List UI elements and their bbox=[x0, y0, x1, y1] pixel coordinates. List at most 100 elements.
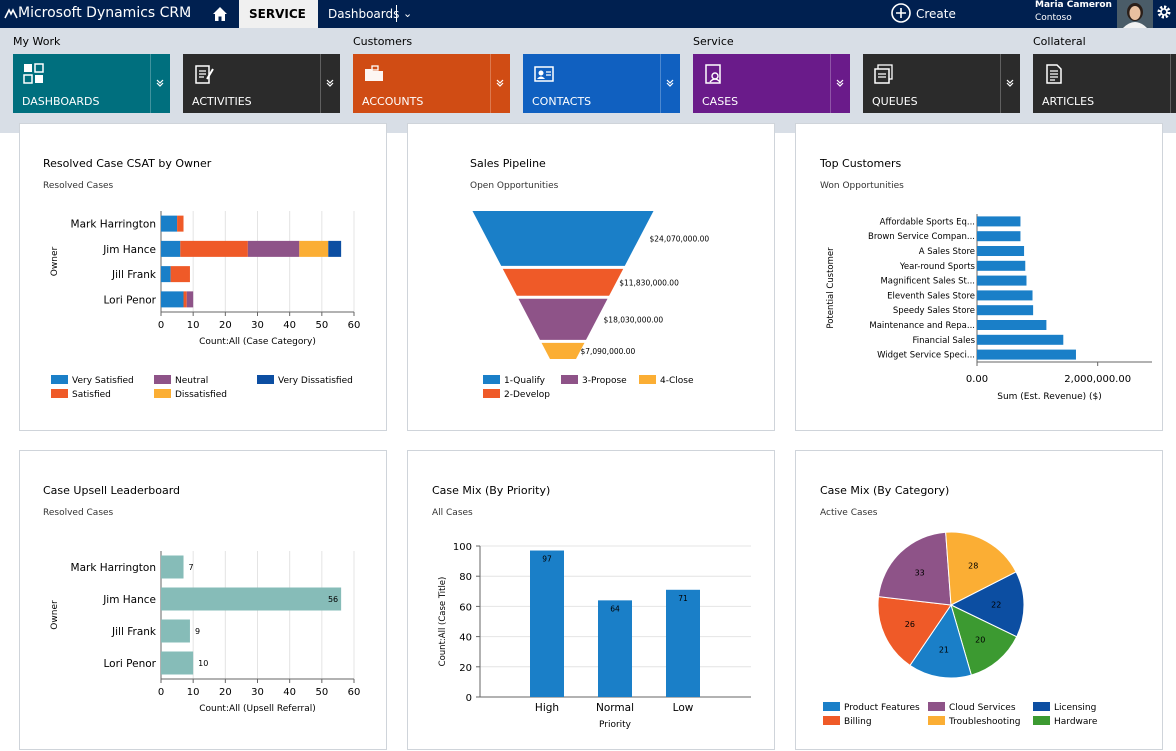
avatar[interactable] bbox=[1117, 0, 1153, 28]
app-name[interactable]: Microsoft Dynamics CRM bbox=[18, 5, 192, 21]
tile-expand-chevron[interactable] bbox=[320, 54, 340, 113]
y-axis-title: Owner bbox=[50, 247, 60, 277]
chart-upsell-leaderboard[interactable]: 0 10 20 30 40 50 60 Mark Harrington 7 Jim Hance 56… bbox=[20, 451, 388, 751]
x-tick-label: 50 bbox=[315, 687, 328, 698]
pie-slice bbox=[945, 531, 1017, 606]
bar bbox=[161, 619, 190, 643]
x-axis-title: Priority bbox=[599, 720, 632, 730]
bar bbox=[977, 334, 1064, 345]
tile-activities[interactable]: ACTIVITIES bbox=[183, 54, 340, 113]
panel-sales-pipeline: $24,070,000.00 $11,830,000.00 $18,030,000.… bbox=[407, 123, 775, 431]
bar bbox=[977, 320, 1047, 330]
bar-segment bbox=[161, 291, 184, 308]
tile-expand-chevron[interactable] bbox=[490, 54, 510, 113]
legend-label: Neutral bbox=[175, 376, 208, 386]
tile-cases[interactable]: CASES bbox=[693, 54, 850, 113]
queue-stack-icon bbox=[874, 64, 893, 84]
x-tick-label: 0 bbox=[158, 320, 164, 331]
bar-segment bbox=[328, 240, 342, 257]
chart-csat-by-owner[interactable]: 0 10 20 30 40 50 60 Mark Harrington Jim Hance Jil… bbox=[20, 124, 388, 432]
legend-swatch bbox=[257, 375, 274, 384]
tile-articles[interactable]: ARTICLES bbox=[1033, 54, 1176, 113]
bar bbox=[977, 305, 1034, 316]
area-service-menu[interactable]: SERVICE ⌄ bbox=[239, 0, 318, 35]
home-icon[interactable] bbox=[210, 4, 230, 24]
nav-dashboards[interactable]: Dashboards bbox=[328, 7, 400, 21]
gear-icon[interactable] bbox=[1156, 4, 1172, 20]
legend-label: Licensing bbox=[1054, 703, 1096, 713]
x-axis-title: Count:All (Case Category) bbox=[199, 337, 316, 347]
chart-sales-pipeline[interactable]: $24,070,000.00 $11,830,000.00 $18,030,000.… bbox=[408, 124, 776, 432]
tile-expand-chevron[interactable] bbox=[660, 54, 680, 113]
legend-label: 1-Qualify bbox=[504, 376, 546, 386]
y-category-label: A Sales Store bbox=[919, 247, 975, 257]
pie-value-label: 28 bbox=[968, 562, 978, 571]
panel-upsell-leaderboard: 0 10 20 30 40 50 60 Mark Harrington 7 Jim Hance 56… bbox=[19, 450, 387, 750]
dynamics-logo-icon bbox=[4, 8, 18, 19]
legend-label: Troubleshooting bbox=[948, 717, 1021, 727]
bar bbox=[977, 260, 1026, 271]
legend-swatch bbox=[483, 375, 500, 384]
y-category-label: Maintenance and Repa... bbox=[869, 321, 975, 331]
bar-segment bbox=[161, 215, 178, 232]
legend-label: 4-Close bbox=[660, 376, 694, 386]
tile-queues[interactable]: QUEUES bbox=[863, 54, 1020, 113]
tile-accounts[interactable]: ACCOUNTS bbox=[353, 54, 510, 113]
tile-dashboards[interactable]: DASHBOARDS bbox=[13, 54, 170, 113]
bar bbox=[161, 555, 184, 579]
group-collateral: Collateral bbox=[1033, 35, 1086, 48]
chart-case-mix-category[interactable]: 22 20 21 26 33 28 Product Features Cloud Servic… bbox=[796, 451, 1164, 751]
legend-swatch bbox=[823, 716, 840, 725]
create-button[interactable]: Create bbox=[916, 7, 956, 21]
tile-expand-chevron[interactable] bbox=[1000, 54, 1020, 113]
bar-segment bbox=[247, 240, 300, 257]
chart-title: Case Upsell Leaderboard bbox=[43, 484, 181, 497]
bar-segment bbox=[183, 291, 187, 308]
y-axis-title: Count:All (Case Title) bbox=[438, 577, 448, 667]
app-menu-chevron-icon[interactable]: ⌄ bbox=[183, 7, 193, 20]
bar bbox=[977, 290, 1033, 301]
x-tick-label: 40 bbox=[283, 687, 296, 698]
legend-swatch bbox=[928, 702, 945, 711]
tile-label: DASHBOARDS bbox=[22, 95, 100, 108]
group-my-work: My Work bbox=[13, 35, 61, 48]
plus-circle-icon[interactable] bbox=[890, 2, 912, 24]
x-tick-label: 10 bbox=[187, 320, 200, 331]
legend-label: Satisfied bbox=[72, 390, 111, 400]
x-tick-label: 2,000,000.00 bbox=[1064, 374, 1131, 385]
tile-label: ACTIVITIES bbox=[192, 95, 252, 108]
y-axis-title: Owner bbox=[50, 600, 60, 630]
y-axis-title: Potential Customer bbox=[826, 247, 836, 329]
dashboards-chevron-icon[interactable]: ⌄ bbox=[403, 7, 413, 20]
y-category-label: Jim Hance bbox=[102, 244, 156, 256]
y-tick-label: 100 bbox=[453, 542, 472, 553]
tile-label: QUEUES bbox=[872, 95, 918, 108]
x-tick-label: 20 bbox=[219, 687, 232, 698]
y-category-label: Lori Penor bbox=[104, 294, 157, 306]
area-label: SERVICE bbox=[249, 7, 306, 21]
y-category-label: Speedy Sales Store bbox=[893, 306, 975, 316]
bar bbox=[161, 651, 194, 675]
dashboard-icon bbox=[23, 63, 44, 84]
chart-top-customers[interactable]: 0.00 2,000,000.00 Affordable Sports Eq... B… bbox=[796, 124, 1164, 432]
chart-case-mix-priority[interactable]: 0 20 40 60 80 100 97 High 64 Normal 71 Low Priority C… bbox=[408, 451, 776, 751]
funnel-segment bbox=[502, 268, 624, 296]
chart-subtitle: Resolved Cases bbox=[43, 508, 114, 518]
x-tick-label: 10 bbox=[187, 687, 200, 698]
tile-expand-chevron[interactable] bbox=[830, 54, 850, 113]
tile-expand-chevron[interactable] bbox=[150, 54, 170, 113]
tile-expand-chevron[interactable] bbox=[1170, 54, 1176, 113]
legend-label: Very Dissatisfied bbox=[278, 376, 353, 386]
chevron-down-icon bbox=[1006, 79, 1014, 87]
legend-label: Cloud Services bbox=[949, 703, 1016, 713]
bar bbox=[977, 216, 1021, 227]
pie-value-label: 33 bbox=[915, 568, 925, 577]
tile-contacts[interactable]: CONTACTS bbox=[523, 54, 680, 113]
y-category-label: Jim Hance bbox=[102, 594, 156, 606]
x-category-label: Normal bbox=[596, 702, 634, 714]
clipboard-pen-icon bbox=[195, 65, 214, 84]
user-name[interactable]: Maria Cameron bbox=[1035, 0, 1112, 10]
bar-segment bbox=[170, 266, 190, 283]
panel-csat-by-owner: 0 10 20 30 40 50 60 Mark Harrington Jim Hance Jil… bbox=[19, 123, 387, 431]
x-tick-label: 0 bbox=[158, 687, 164, 698]
